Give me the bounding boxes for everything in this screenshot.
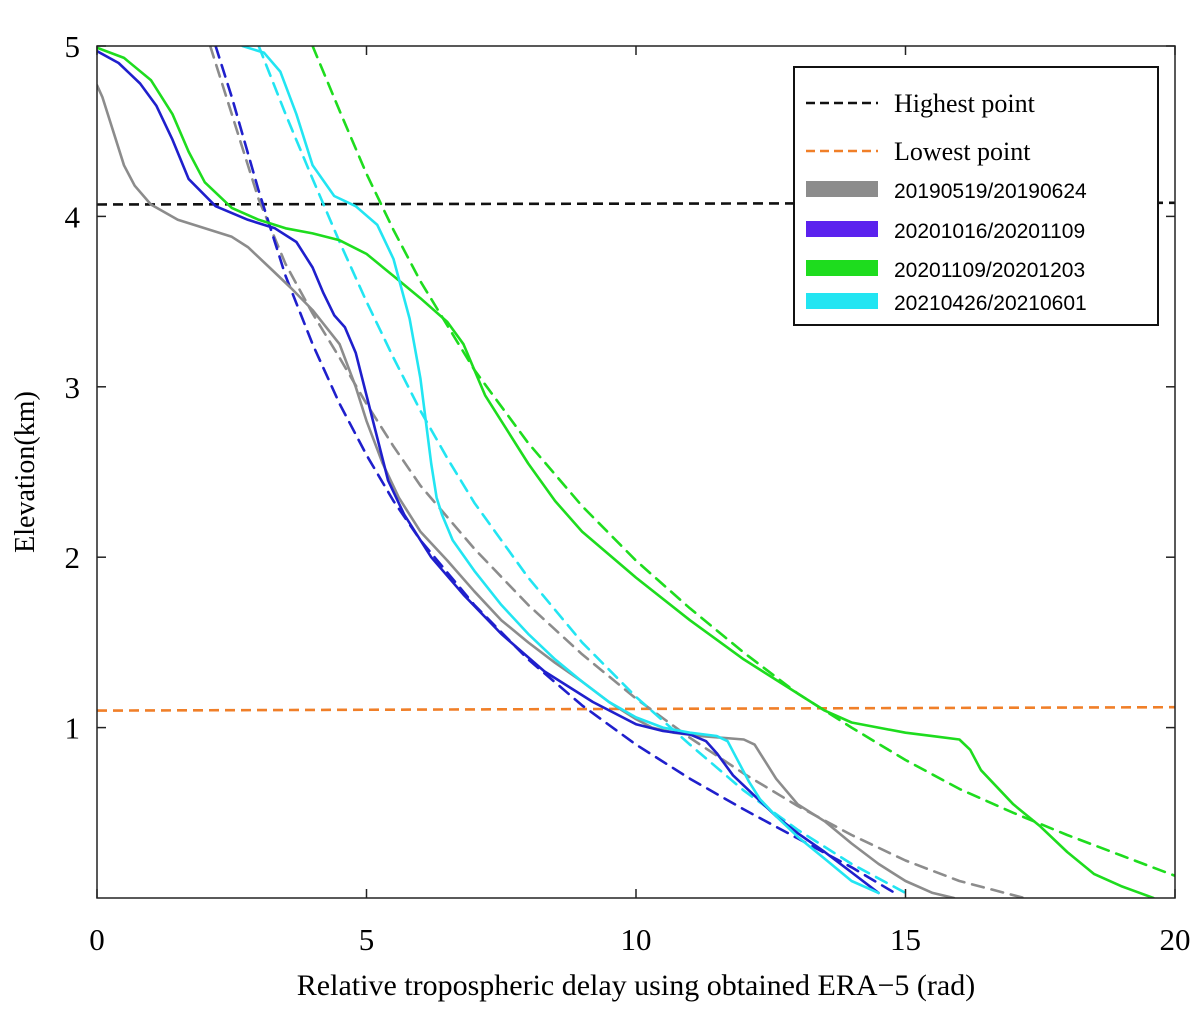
series-line-20201016-20201109 (97, 49, 880, 895)
x-tick-label: 0 (89, 922, 105, 957)
y-tick-label: 5 (65, 29, 81, 64)
series-line-20190519-20190624-fit (208, 46, 1026, 898)
series-line-20190519-20190624 (97, 83, 956, 898)
y-tick-label: 4 (65, 199, 81, 234)
x-axis-label: Relative tropospheric delay using obtain… (297, 969, 975, 1002)
series-line-20201109-20201203 (97, 46, 1155, 898)
legend-swatch-20190519-20190624 (806, 181, 878, 197)
legend-label-highest-point: Highest point (894, 89, 1036, 118)
legend-label-20201016-20201109: 20201016/20201109 (894, 220, 1085, 243)
series-line-20210426-20210601 (241, 46, 880, 895)
series-line-20201016-20201109-fit (214, 46, 897, 895)
y-tick-label: 3 (65, 370, 81, 405)
legend-label-20190519-20190624: 20190519/20190624 (894, 180, 1087, 203)
x-tick-label: 20 (1160, 922, 1191, 957)
legend-swatch-20201109-20201203 (806, 260, 878, 276)
x-tick-label: 5 (359, 922, 375, 957)
legend: Highest point Lowest point 20190519/201906… (793, 66, 1159, 326)
x-tick-label: 15 (890, 922, 921, 957)
series-layer (97, 46, 1175, 898)
legend-swatch-20201016-20201109 (806, 221, 878, 237)
y-tick-label: 2 (65, 540, 81, 575)
legend-label-20210426-20210601: 20210426/20210601 (894, 292, 1087, 315)
y-axis-label: Elevation(km) (10, 391, 41, 553)
reference-line-lowest-point (97, 705, 1175, 712)
legend-swatch-20210426-20210601 (806, 293, 878, 309)
legend-label-lowest-point: Lowest point (894, 137, 1031, 166)
x-tick-label: 10 (621, 922, 652, 957)
series-line-20201109-20201203-fit (311, 46, 1175, 878)
axis-layer: 0 5 10 15 20 1 2 3 4 5 (65, 29, 1191, 957)
legend-label-20201109-20201203: 20201109/20201203 (894, 259, 1085, 282)
y-tick-label: 1 (65, 711, 81, 746)
